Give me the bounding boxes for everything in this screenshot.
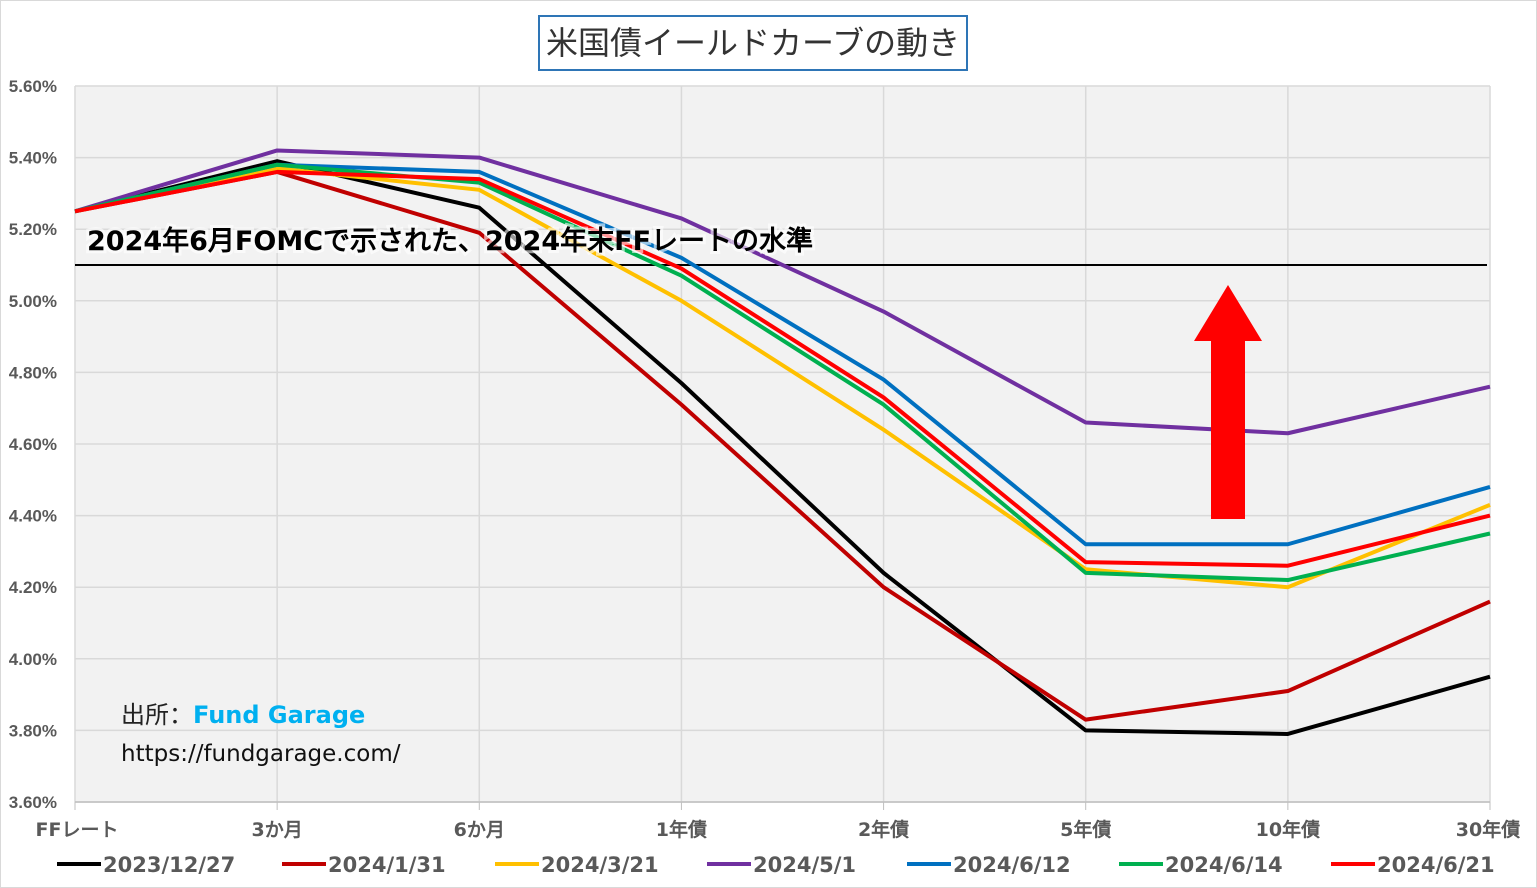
x-tick-label: 30年債 xyxy=(1456,818,1520,841)
y-tick-label: 5.00% xyxy=(9,292,57,311)
legend-item: 2024/6/21 xyxy=(1377,853,1495,877)
x-tick-label: 3か月 xyxy=(252,819,303,841)
source-label: 出所：Fund Garage xyxy=(121,695,365,730)
legend-item: 2023/12/27 xyxy=(103,853,235,877)
reference-line-label: 2024年6月FOMCで示された、2024年末FFレートの水準 xyxy=(87,225,813,257)
y-tick-label: 3.60% xyxy=(9,793,57,812)
y-tick-label: 4.00% xyxy=(9,650,57,669)
source-prefix: 出所： xyxy=(121,701,193,729)
x-tick-label: 6か月 xyxy=(454,819,505,841)
series-line-2024/6/14 xyxy=(74,162,1491,583)
legend-item: 2024/3/21 xyxy=(541,853,659,877)
series-line-2024/6/21 xyxy=(74,169,1491,568)
legend-item: 2024/6/14 xyxy=(1165,853,1283,877)
legend-item: 2024/6/12 xyxy=(953,853,1071,877)
chart-title: 米国債イールドカーブの動き xyxy=(538,15,969,71)
series-line-2024/5/1 xyxy=(74,148,1491,436)
source-brand: Fund Garage xyxy=(193,701,366,729)
x-tick-label: 1年債 xyxy=(656,818,707,841)
x-tick-label: 5年債 xyxy=(1060,818,1111,841)
legend-item: 2024/5/1 xyxy=(753,853,856,877)
y-tick-label: 4.40% xyxy=(9,507,57,526)
up-arrow-icon xyxy=(1194,285,1262,519)
y-tick-label: 5.20% xyxy=(9,220,57,239)
y-tick-label: 5.40% xyxy=(9,149,57,168)
legend-item: 2024/1/31 xyxy=(328,853,446,877)
x-tick-label: 2年債 xyxy=(858,818,909,841)
series-line-2024/1/31 xyxy=(74,169,1491,722)
y-tick-label: 3.80% xyxy=(9,721,57,740)
source-url[interactable]: https://fundgarage.com/ xyxy=(121,741,401,767)
x-tick-label: FFレート xyxy=(36,819,119,841)
x-tick-label: 10年債 xyxy=(1256,818,1320,841)
y-tick-label: 4.20% xyxy=(9,578,57,597)
y-tick-label: 5.60% xyxy=(9,77,57,96)
y-tick-label: 4.60% xyxy=(9,435,57,454)
y-tick-label: 4.80% xyxy=(9,363,57,382)
